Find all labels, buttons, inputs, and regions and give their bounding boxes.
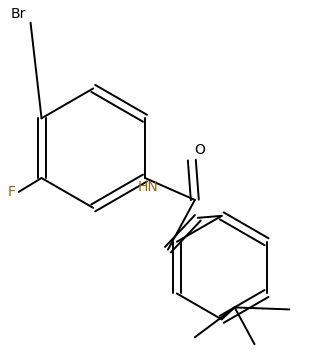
Text: F: F [8,185,16,199]
Text: Br: Br [10,7,26,21]
Text: HN: HN [138,180,158,194]
Text: O: O [194,143,205,157]
